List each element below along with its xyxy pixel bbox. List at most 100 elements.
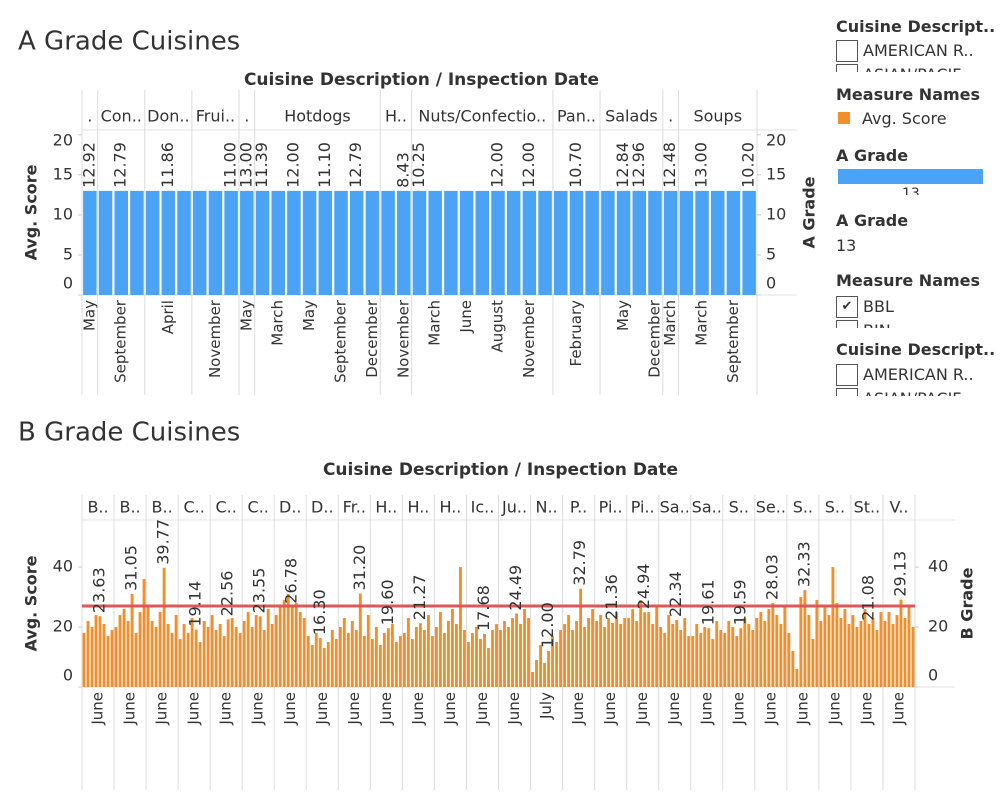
checkbox[interactable] xyxy=(836,40,858,62)
month-label: May xyxy=(300,300,318,331)
bar xyxy=(891,624,895,687)
bar xyxy=(234,627,238,687)
bar xyxy=(506,190,521,295)
bar xyxy=(266,609,270,687)
y-tick-label: 20 xyxy=(53,617,73,636)
bar xyxy=(226,619,230,687)
value-label: 22.34 xyxy=(666,571,685,617)
bar xyxy=(338,627,342,687)
checkbox[interactable] xyxy=(836,364,858,386)
bar xyxy=(186,633,190,687)
bar xyxy=(222,636,226,687)
bar xyxy=(871,618,875,687)
bar xyxy=(365,190,380,295)
bar xyxy=(616,190,631,295)
slider[interactable] xyxy=(838,169,983,184)
value-label: 21.36 xyxy=(602,574,621,620)
group-label: Ic.. xyxy=(471,498,495,517)
value-label: 12.00 xyxy=(487,142,506,188)
bar xyxy=(603,627,607,687)
bar xyxy=(511,618,514,687)
bar xyxy=(847,624,851,687)
bar xyxy=(274,615,278,687)
bar xyxy=(397,190,411,295)
bar xyxy=(671,624,675,687)
value-label: 24.49 xyxy=(506,565,525,611)
y-tick-label: 0 xyxy=(63,274,73,293)
month-label: June xyxy=(761,692,779,726)
bar xyxy=(110,630,114,687)
month-label: June xyxy=(457,300,475,334)
bar xyxy=(547,651,551,687)
bar xyxy=(875,630,879,687)
month-label: June xyxy=(729,692,747,726)
checkbox[interactable] xyxy=(836,320,858,328)
bar xyxy=(362,636,366,687)
filter-item[interactable]: ASIAN/PACIF.. xyxy=(836,64,969,72)
filter-title: Measure Names xyxy=(836,271,981,290)
bar xyxy=(381,190,395,295)
y2-tick-label: 0 xyxy=(766,274,776,293)
month-label: June xyxy=(505,692,523,726)
group-label: H.. xyxy=(385,107,407,126)
bar xyxy=(531,672,534,687)
month-label: April xyxy=(159,300,177,334)
bar xyxy=(742,190,756,295)
checkbox[interactable] xyxy=(836,388,858,396)
bar xyxy=(687,636,691,687)
value-label: 12.00 xyxy=(538,602,557,648)
value-label: 16.30 xyxy=(310,589,329,635)
bar xyxy=(142,579,146,687)
bar xyxy=(711,190,725,295)
bar xyxy=(619,624,623,687)
filter-item[interactable]: ✔ BBL xyxy=(836,296,894,318)
filter-item[interactable]: AMERICAN R.. xyxy=(836,40,974,62)
checkbox[interactable] xyxy=(836,64,858,72)
bar xyxy=(240,190,254,295)
group-label: P.. xyxy=(570,498,587,517)
bar xyxy=(418,623,422,687)
y2-tick-label: 20 xyxy=(928,617,948,636)
bar xyxy=(775,615,779,687)
bar xyxy=(102,624,106,687)
value-label: 12.79 xyxy=(111,142,130,188)
bar xyxy=(238,633,242,687)
bar xyxy=(659,627,663,687)
legend-label: Avg. Score xyxy=(862,109,947,128)
bar xyxy=(451,609,454,687)
bar xyxy=(535,660,538,687)
y2-tick-label: 0 xyxy=(928,666,938,685)
filter-item[interactable]: AMERICAN R.. xyxy=(836,364,974,386)
month-label: June xyxy=(601,692,619,726)
filter-item[interactable]: ASIAN/PACIF.. xyxy=(836,388,969,396)
bar xyxy=(647,612,651,687)
bar xyxy=(539,645,542,687)
group-label: Soups xyxy=(693,107,742,126)
bar xyxy=(791,651,795,687)
legend-item[interactable]: Avg. Score xyxy=(836,108,947,130)
bar xyxy=(883,621,887,687)
bar xyxy=(386,628,390,687)
bar xyxy=(487,648,490,687)
value-label: 19.60 xyxy=(378,579,397,625)
bar xyxy=(599,615,603,687)
bar xyxy=(569,190,584,295)
bar xyxy=(763,621,767,687)
group-label: Pi.. xyxy=(599,498,623,517)
bar xyxy=(182,624,186,687)
bar xyxy=(567,615,571,687)
filter-list: ✔ BBL BIN xyxy=(836,294,996,328)
bar xyxy=(759,612,763,687)
bar xyxy=(114,190,128,295)
param-value[interactable]: 13 xyxy=(836,236,857,255)
bar xyxy=(715,621,719,687)
checkbox[interactable]: ✔ xyxy=(836,296,858,318)
bar xyxy=(895,615,899,687)
bar xyxy=(851,615,855,687)
filter-item[interactable]: BIN xyxy=(836,320,891,328)
chart-title: A Grade Cuisines xyxy=(18,27,240,57)
bar xyxy=(177,190,191,295)
bar xyxy=(290,606,294,687)
bar xyxy=(178,639,182,687)
bar xyxy=(298,612,302,687)
